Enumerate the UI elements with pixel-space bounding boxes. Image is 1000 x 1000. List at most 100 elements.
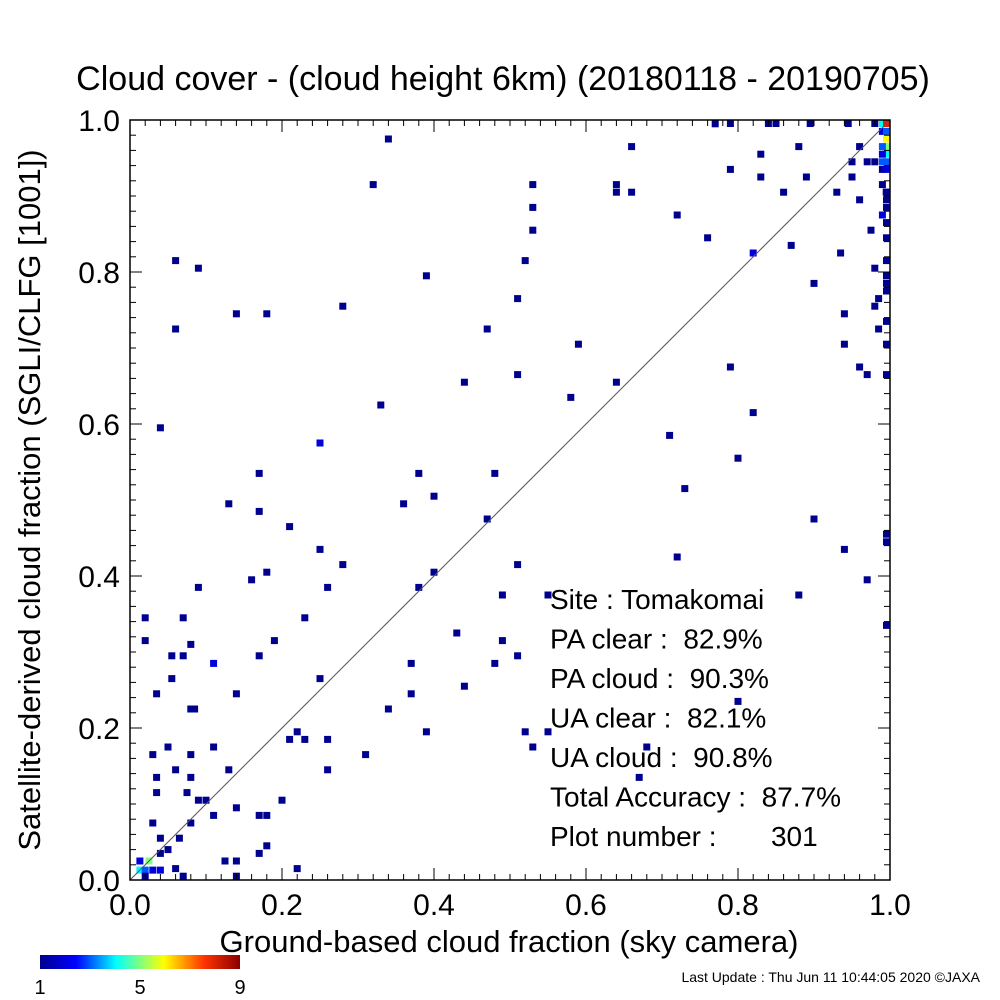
data-point	[301, 735, 309, 743]
data-point	[883, 538, 890, 546]
data-point	[156, 834, 164, 842]
data-points	[136, 120, 890, 880]
x-tick-label: 0.6	[565, 889, 607, 922]
data-point	[316, 545, 324, 553]
data-point	[883, 143, 890, 151]
data-point	[149, 751, 157, 759]
data-point	[726, 363, 734, 371]
data-point	[863, 576, 871, 584]
y-axis-label: Satellite-derived cloud fraction (SGLI/C…	[12, 149, 47, 850]
data-point	[844, 120, 852, 127]
x-tick-label: 1.0	[869, 889, 911, 922]
data-point	[384, 135, 392, 143]
data-point	[179, 872, 187, 880]
data-point	[301, 614, 309, 622]
data-point	[384, 705, 392, 713]
data-point	[172, 766, 180, 774]
data-point	[840, 545, 848, 553]
y-tick-label: 0.0	[78, 865, 120, 898]
data-point	[415, 583, 423, 591]
data-point	[878, 181, 886, 189]
data-point	[339, 302, 347, 310]
data-point	[141, 866, 149, 874]
axis-ticks	[130, 120, 890, 880]
data-point	[270, 637, 278, 645]
data-point	[795, 143, 803, 151]
stat-line: UA cloud : 90.8%	[550, 742, 773, 773]
data-point	[673, 211, 681, 219]
data-point	[362, 751, 370, 759]
data-point	[863, 371, 871, 379]
data-point	[248, 576, 256, 584]
data-point	[263, 842, 271, 850]
data-point	[514, 371, 522, 379]
data-point	[164, 743, 172, 751]
y-tick-label: 0.8	[78, 257, 120, 290]
data-point	[574, 340, 582, 348]
data-point	[883, 203, 890, 211]
data-point	[871, 264, 879, 272]
data-point	[153, 773, 161, 781]
stat-line: Plot number : 301	[550, 821, 818, 852]
data-point	[179, 652, 187, 660]
data-point	[840, 310, 848, 318]
data-point	[711, 120, 719, 128]
data-point	[286, 523, 294, 531]
data-point	[883, 371, 890, 379]
data-point	[172, 257, 180, 265]
data-point	[856, 363, 864, 371]
data-point	[225, 766, 233, 774]
data-point	[172, 865, 180, 873]
data-point	[673, 553, 681, 561]
data-point	[194, 796, 202, 804]
data-point	[734, 454, 742, 462]
data-point	[210, 659, 218, 667]
data-point	[883, 317, 890, 325]
data-point	[453, 629, 461, 637]
last-update-text: Last Update : Thu Jun 11 10:44:05 2020 ©…	[681, 969, 980, 985]
data-point	[840, 340, 848, 348]
data-point	[194, 264, 202, 272]
data-point	[278, 796, 286, 804]
data-point	[149, 866, 157, 874]
data-point	[460, 682, 468, 690]
data-point	[232, 690, 240, 698]
data-point	[293, 728, 301, 736]
stat-line: UA clear : 82.1%	[550, 703, 766, 734]
data-point	[529, 743, 537, 751]
data-point	[324, 735, 332, 743]
stat-line: PA clear : 82.9%	[550, 624, 763, 655]
data-point	[255, 849, 263, 857]
data-point	[757, 173, 765, 181]
data-point	[255, 811, 263, 819]
data-point	[141, 614, 149, 622]
data-point	[263, 568, 271, 576]
data-point	[232, 804, 240, 812]
y-tick-label: 0.2	[78, 713, 120, 746]
data-point	[681, 485, 689, 493]
data-point	[210, 811, 218, 819]
y-tick-label: 1.0	[78, 105, 120, 138]
data-point	[187, 705, 195, 713]
data-point	[726, 120, 734, 127]
data-point	[430, 568, 438, 576]
stat-line: Site : Tomakomai	[550, 584, 764, 615]
y-tick-label: 0.6	[78, 409, 120, 442]
data-point	[514, 295, 522, 303]
diagonal-reference-line	[129, 119, 891, 881]
data-point	[883, 340, 890, 348]
data-point	[491, 659, 499, 667]
data-point	[187, 640, 195, 648]
data-point	[883, 135, 890, 143]
data-point	[491, 469, 499, 477]
data-point	[666, 431, 674, 439]
data-point	[400, 500, 408, 508]
y-tick-label: 0.4	[78, 561, 120, 594]
chart-title: Cloud cover - (cloud height 6km) (201801…	[76, 60, 930, 98]
data-point	[377, 401, 385, 409]
data-point	[544, 591, 552, 599]
stat-line: Total Accuracy : 87.7%	[550, 782, 841, 813]
data-point	[168, 652, 176, 660]
data-point	[878, 127, 886, 135]
